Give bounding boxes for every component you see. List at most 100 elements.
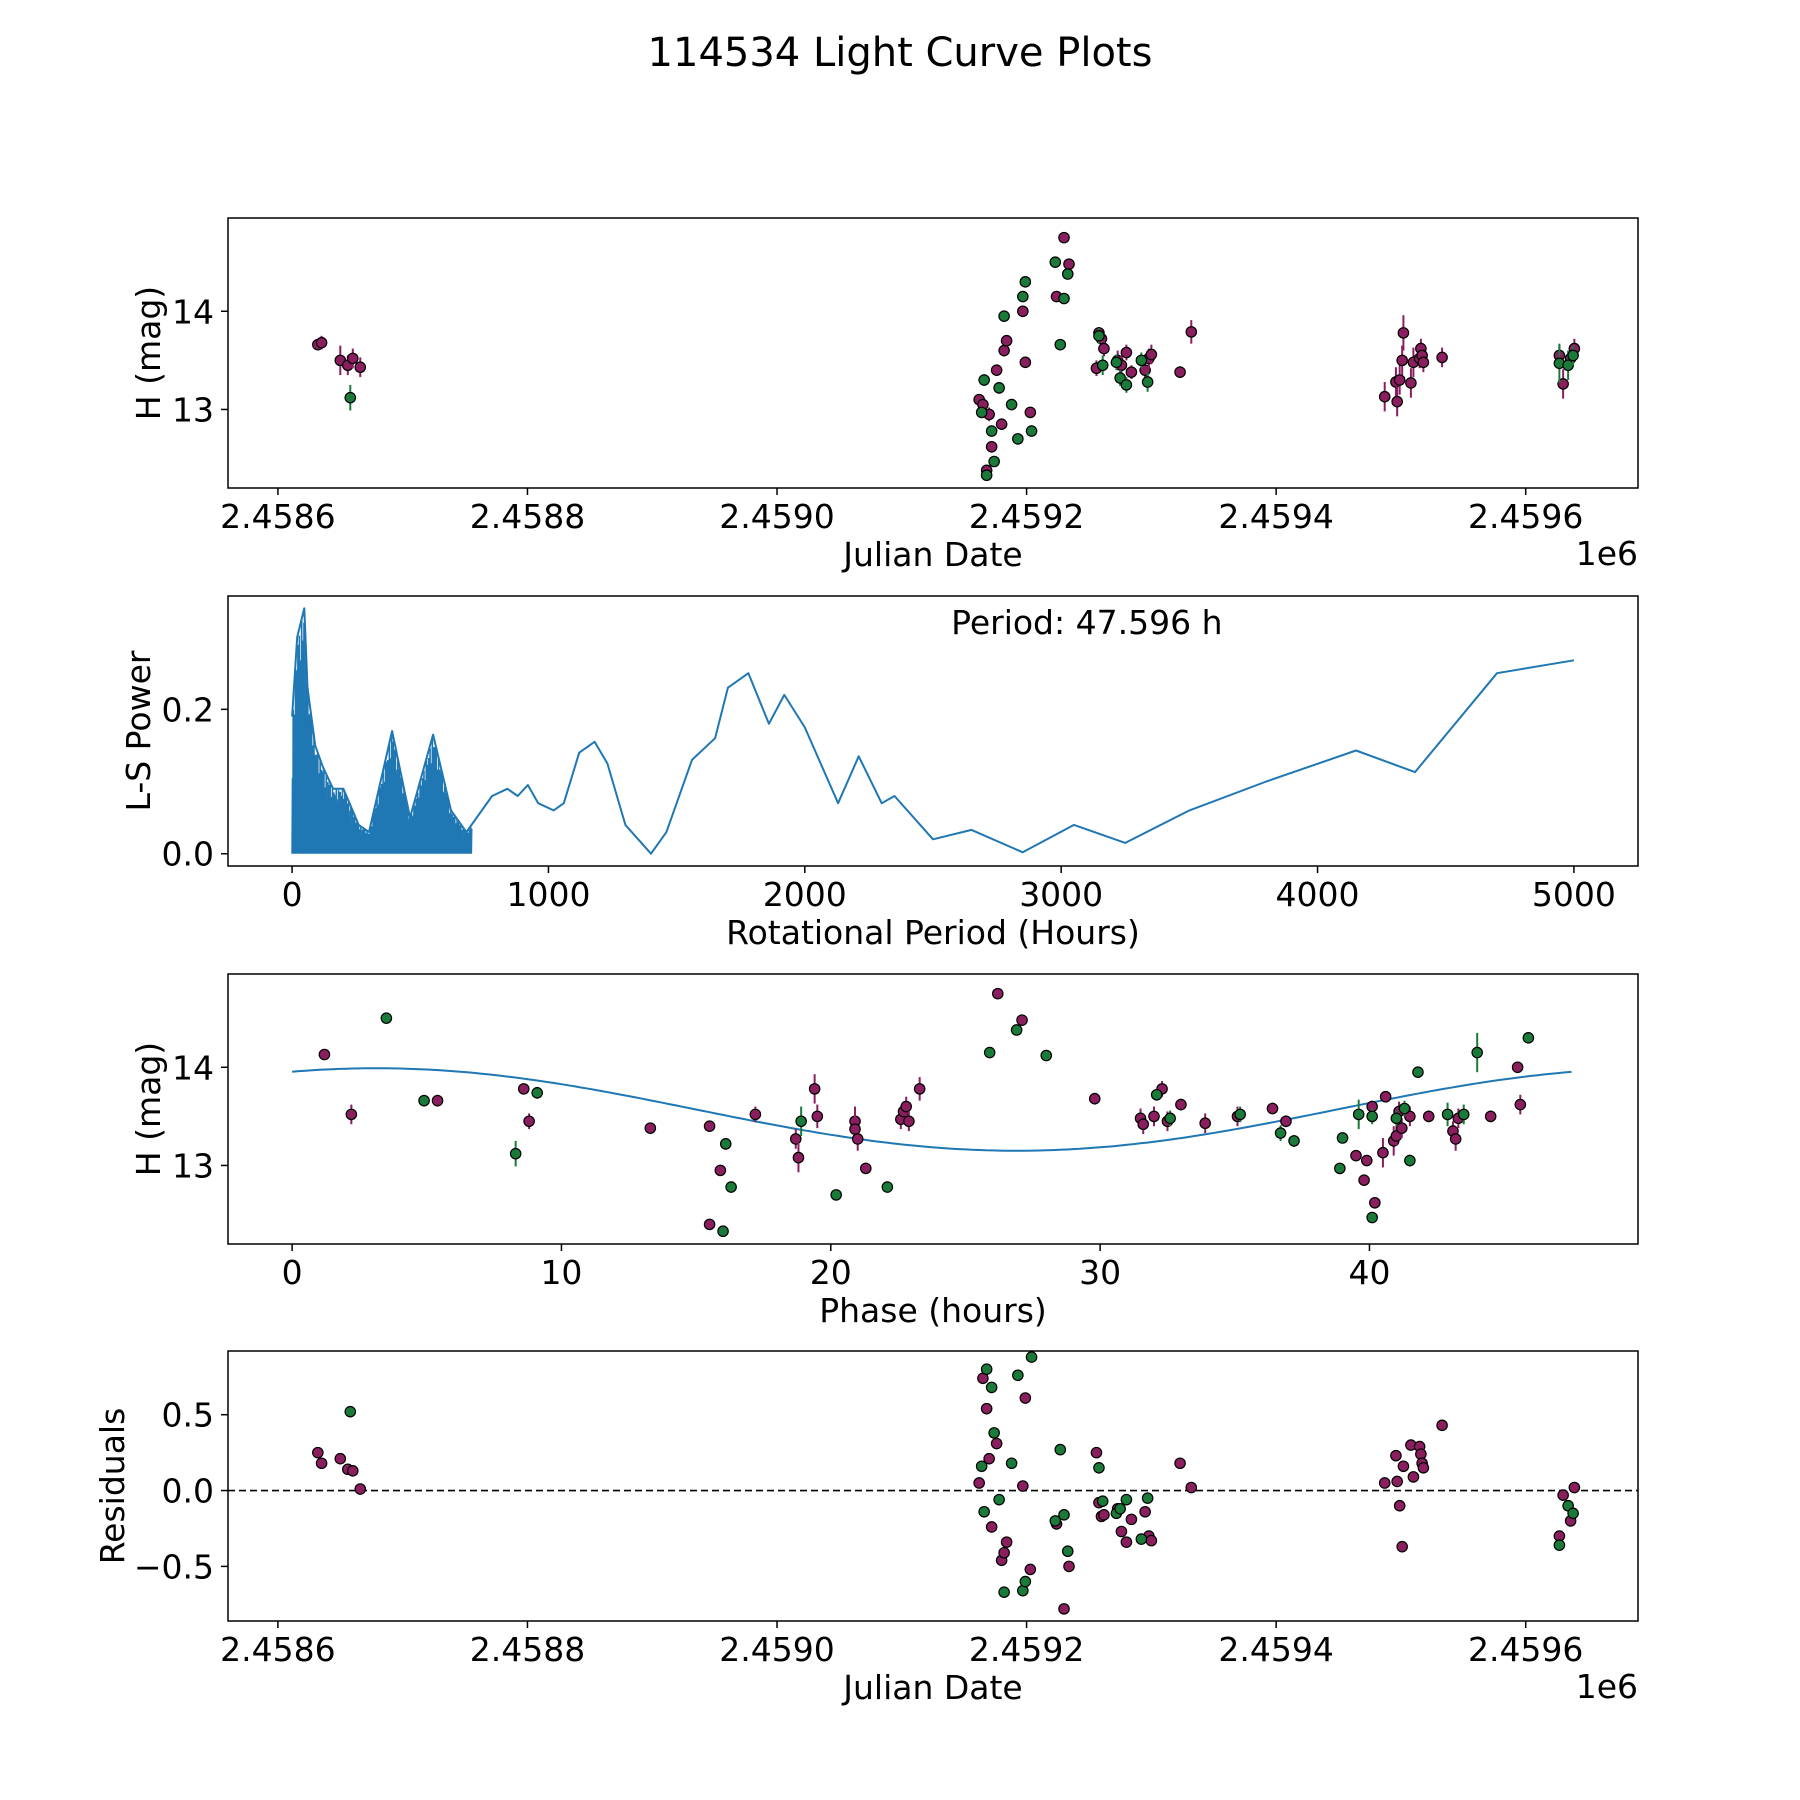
green-point (980, 469, 993, 482)
purple-point (1174, 366, 1186, 378)
purple-point (998, 1546, 1010, 1559)
purple-point (345, 1108, 358, 1121)
purple-point (808, 1083, 821, 1095)
lightcurve-xtick-label: 2.4590 (719, 497, 834, 536)
phase-frame (227, 973, 1639, 1245)
green-point (1150, 1088, 1163, 1101)
phase-plot-area (292, 987, 1572, 1238)
purple-point (985, 1521, 998, 1533)
green-point (509, 1147, 522, 1160)
periodogram-xtick-label: 3000 (1019, 875, 1103, 914)
purple-point (346, 352, 359, 365)
green-point (1567, 1507, 1579, 1520)
purple-point (1090, 1446, 1103, 1459)
purple-point (1396, 1540, 1408, 1553)
lightcurve-xtick-label: 2.4592 (969, 497, 1084, 536)
green-point (380, 1012, 393, 1024)
green-point (1522, 1032, 1535, 1044)
periodogram-noise (291, 620, 473, 854)
purple-point (354, 1483, 367, 1495)
purple-point (1017, 305, 1029, 318)
purple-point (1511, 1061, 1524, 1074)
purple-point (1391, 1475, 1403, 1488)
purple-point (1148, 1110, 1160, 1123)
purple-point (1350, 1149, 1362, 1162)
purple-point (1390, 1449, 1402, 1462)
green-point (1352, 1108, 1365, 1121)
purple-point (1098, 342, 1110, 355)
purple-point (703, 1120, 716, 1132)
green-point (1096, 1495, 1109, 1507)
residuals-frame (227, 1350, 1639, 1622)
green-point (993, 1493, 1005, 1506)
green-point (1164, 1112, 1176, 1125)
green-point (1058, 1509, 1070, 1521)
green-point (1135, 354, 1148, 367)
green-point (985, 425, 998, 437)
purple-point (1422, 1110, 1435, 1123)
green-point (975, 406, 988, 419)
purple-point (1396, 354, 1408, 367)
periodogram-plot-area (291, 607, 1575, 855)
period-annotation: Period: 47.596 h (951, 603, 1222, 642)
purple-point (703, 1218, 716, 1231)
phase-xtick-label: 40 (1348, 1253, 1390, 1292)
periodogram-ytick-label: 0.0 (162, 835, 214, 874)
residuals-xtick-label: 2.4588 (470, 1630, 585, 1669)
periodogram-ytick-label: 0.2 (162, 690, 214, 729)
green-point (1288, 1135, 1300, 1147)
phase-xtick-label: 0 (282, 1253, 303, 1292)
residuals-ytick-label: 0.5 (162, 1396, 214, 1435)
purple-point (792, 1151, 805, 1164)
purple-point (1000, 334, 1013, 347)
purple-point (1024, 1563, 1037, 1576)
green-point (881, 1181, 894, 1193)
purple-point (644, 1122, 657, 1134)
green-point (1141, 376, 1154, 388)
purple-point (851, 1133, 864, 1145)
periodogram-xtick-label: 0 (282, 875, 303, 914)
purple-point (749, 1108, 762, 1121)
purple-point (1397, 327, 1410, 339)
green-point (1017, 290, 1029, 303)
green-point (978, 1505, 990, 1518)
periodogram-xtick-label: 5000 (1532, 875, 1616, 914)
green-point (1012, 433, 1024, 445)
green-point (1005, 1457, 1018, 1470)
green-point (1141, 1492, 1154, 1504)
phase-ylabel: H (mag) (129, 1042, 168, 1176)
green-point (1120, 379, 1133, 391)
residuals-ytick-label: 0.0 (162, 1472, 214, 1511)
green-point (1093, 1461, 1105, 1474)
green-point (1040, 1049, 1053, 1062)
green-point (1110, 356, 1123, 369)
green-point (1404, 1154, 1416, 1167)
purple-point (990, 1437, 1003, 1450)
purple-point (1484, 1110, 1497, 1123)
purple-point (1266, 1102, 1279, 1115)
green-point (1336, 1132, 1349, 1144)
periodogram-line (291, 607, 1575, 855)
purple-point (1115, 1525, 1128, 1538)
green-point (719, 1138, 732, 1150)
purple-point (1199, 1117, 1211, 1130)
purple-point (1557, 378, 1569, 390)
green-point (1120, 1493, 1133, 1506)
purple-point (1449, 1133, 1462, 1145)
green-point (1234, 1108, 1246, 1121)
green-point (1096, 359, 1109, 372)
purple-point (1369, 1196, 1381, 1209)
green-point (344, 1405, 357, 1418)
purple-point (900, 1100, 913, 1113)
green-point (985, 1381, 998, 1394)
residuals-xtick-label: 2.4586 (220, 1630, 335, 1669)
purple-point (517, 1083, 530, 1095)
green-point (983, 1046, 996, 1059)
purple-point (1185, 1481, 1198, 1494)
purple-point (1358, 1174, 1370, 1186)
phase-ytick-label: 13 (172, 1146, 214, 1185)
purple-point (1120, 346, 1133, 359)
residuals-panel: Julian Date Residuals 1e6 2.4586 2.4588 2.… (93, 1350, 1639, 1707)
periodogram-ylabel: L-S Power (119, 650, 158, 811)
purple-point (1017, 1480, 1029, 1492)
